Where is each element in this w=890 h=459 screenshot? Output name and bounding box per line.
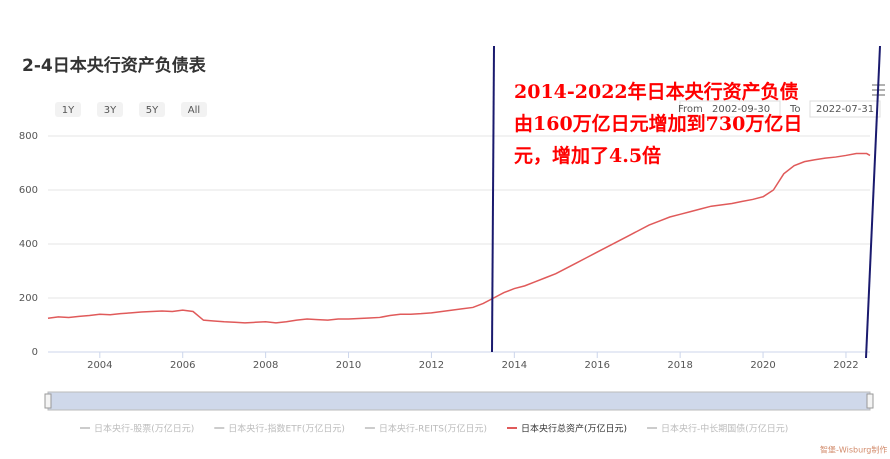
range-button[interactable] xyxy=(181,102,207,117)
x-tick-label: 2006 xyxy=(170,360,195,371)
nav-handle[interactable] xyxy=(866,393,874,409)
watermark: 智堡-Wisburg制作 xyxy=(820,445,887,455)
data-line xyxy=(47,152,871,324)
range-button[interactable] xyxy=(139,102,165,117)
navigator[interactable] xyxy=(47,391,871,411)
from-date[interactable]: 2002-09-30 xyxy=(712,104,770,115)
range-button-label[interactable]: 5Y xyxy=(146,105,159,116)
annotation-text: 2014-2022年日本央行资产负债 xyxy=(514,80,799,103)
x-tick-label: 2018 xyxy=(667,360,692,371)
range-button[interactable] xyxy=(97,102,123,117)
legend-label[interactable]: 日本央行-中长期国债(万亿日元) xyxy=(661,423,788,435)
y-tick-label: 0 xyxy=(32,347,38,358)
legend-label[interactable]: 日本央行总资产(万亿日元) xyxy=(521,423,627,435)
y-tick-label: 800 xyxy=(19,131,38,142)
x-tick-label: 2010 xyxy=(336,360,361,371)
x-tick-label: 2012 xyxy=(419,360,444,371)
x-tick-label: 2020 xyxy=(750,360,775,371)
x-tick-label: 2004 xyxy=(87,360,112,371)
to-date[interactable]: 2022-07-31 xyxy=(816,104,874,115)
date-box xyxy=(809,100,881,118)
annotation-text: 由160万亿日元增加到730万亿日 xyxy=(514,112,802,135)
range-button[interactable] xyxy=(55,102,81,117)
y-tick-label: 400 xyxy=(19,239,38,250)
legend-label[interactable]: 日本央行-股票(万亿日元) xyxy=(94,423,194,435)
x-tick-label: 2022 xyxy=(833,360,858,371)
range-button-label[interactable]: 3Y xyxy=(104,105,117,116)
x-tick-label: 2016 xyxy=(585,360,610,371)
legend-label[interactable]: 日本央行-指数ETF(万亿日元) xyxy=(228,423,345,435)
y-tick-label: 600 xyxy=(19,185,38,196)
x-tick-label: 2008 xyxy=(253,360,278,371)
range-button-label[interactable]: 1Y xyxy=(62,105,75,116)
annotation-line xyxy=(491,45,495,353)
to-label: To xyxy=(789,104,801,115)
from-label: From xyxy=(678,104,703,115)
annotation-text: 元，增加了4.5倍 xyxy=(514,144,661,167)
chart-title: 2-4日本央行资产负债表 xyxy=(22,55,207,76)
x-tick-label: 2014 xyxy=(502,360,527,371)
range-button-label[interactable]: All xyxy=(188,105,200,116)
date-box xyxy=(679,100,781,118)
nav-handle[interactable] xyxy=(44,393,52,409)
legend-label[interactable]: 日本央行-REITS(万亿日元) xyxy=(379,423,487,435)
y-tick-label: 200 xyxy=(19,293,38,304)
annotation-line xyxy=(865,45,881,359)
